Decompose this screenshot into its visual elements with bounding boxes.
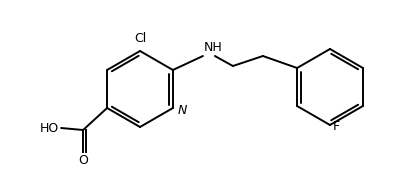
Text: NH: NH xyxy=(204,41,223,54)
Text: Cl: Cl xyxy=(134,32,146,45)
Text: HO: HO xyxy=(40,121,59,135)
Text: N: N xyxy=(178,104,187,116)
Text: F: F xyxy=(333,121,340,133)
Text: O: O xyxy=(78,154,88,167)
